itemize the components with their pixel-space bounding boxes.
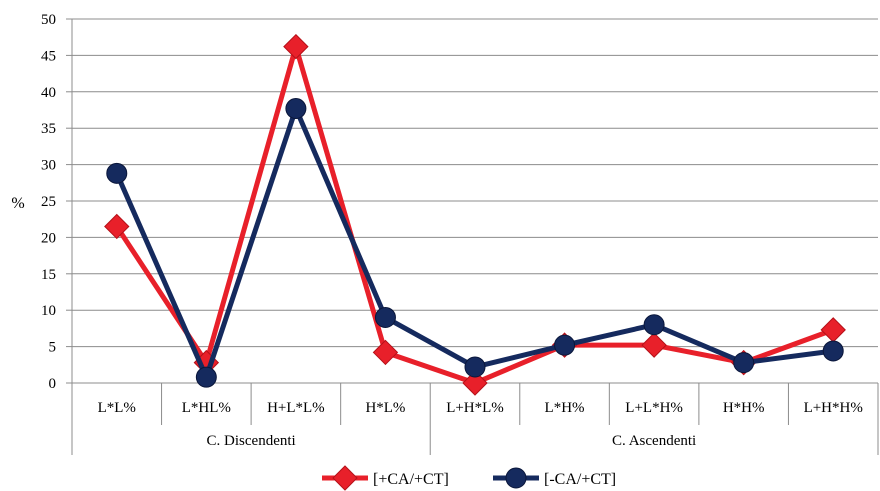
x-category-label: L*HL%	[182, 400, 231, 416]
x-category-label: H*H%	[723, 400, 765, 416]
y-axis-label: %	[11, 195, 24, 212]
x-category-label: H+L*L%	[267, 400, 325, 416]
legend-swatch-marker	[505, 467, 527, 489]
data-point	[554, 334, 576, 356]
data-point	[104, 213, 130, 240]
category-groups: C. Discendenti C. Ascendenti	[207, 433, 697, 449]
data-point	[464, 356, 486, 378]
legend-item-1: [+CA/+CT]	[322, 465, 449, 491]
x-category-label: L*L%	[98, 400, 136, 416]
data-point	[285, 98, 307, 120]
y-tick-label: 25	[41, 194, 56, 210]
data-point	[733, 352, 755, 374]
y-tick-label: 0	[49, 376, 57, 392]
data-point	[643, 314, 665, 336]
data-point	[374, 306, 396, 328]
x-category-label: L+L*H%	[625, 400, 683, 416]
series-2	[106, 98, 844, 388]
data-point	[462, 370, 488, 396]
series-line	[114, 44, 835, 386]
x-category-label: L+H*L%	[446, 400, 504, 416]
data-point	[820, 317, 846, 343]
series-layer	[104, 33, 846, 396]
legend: [+CA/+CT] [-CA/+CT]	[322, 465, 616, 491]
y-tick-label: 30	[41, 158, 56, 174]
data-point	[195, 366, 217, 388]
data-point	[822, 340, 844, 362]
data-point	[641, 332, 667, 358]
y-tick-labels: 0 5 10 15 20 25 30 35 40 45 50	[41, 12, 56, 392]
data-point	[372, 339, 399, 366]
y-tick-label: 5	[49, 340, 57, 356]
category-group-label: C. Ascendenti	[612, 433, 696, 449]
legend-label: [+CA/+CT]	[373, 471, 449, 488]
data-point	[283, 33, 309, 60]
y-tick-label: 20	[41, 230, 56, 246]
x-category-label: L+H*H%	[804, 400, 863, 416]
series-line	[114, 106, 834, 380]
legend-label: [-CA/+CT]	[544, 471, 616, 488]
data-point	[106, 162, 128, 184]
grid-lines	[72, 18, 878, 348]
y-tick-label: 40	[41, 85, 56, 101]
y-tick-label: 35	[41, 121, 56, 137]
y-tick-label: 45	[41, 48, 56, 64]
y-tick-label: 50	[41, 12, 56, 28]
category-group-label: C. Discendenti	[207, 433, 296, 449]
y-tick-label: 15	[41, 267, 56, 283]
y-tick-label: 10	[41, 303, 56, 319]
x-category-label: L*H%	[545, 400, 585, 416]
x-category-label: H*L%	[365, 400, 405, 416]
x-category-labels: L*L% L*HL% H+L*L% H*L% L+H*L% L*H% L+L*H% H*H% L…	[98, 400, 863, 416]
legend-swatch-marker	[332, 465, 358, 491]
legend-item-2: [-CA/+CT]	[493, 467, 616, 489]
